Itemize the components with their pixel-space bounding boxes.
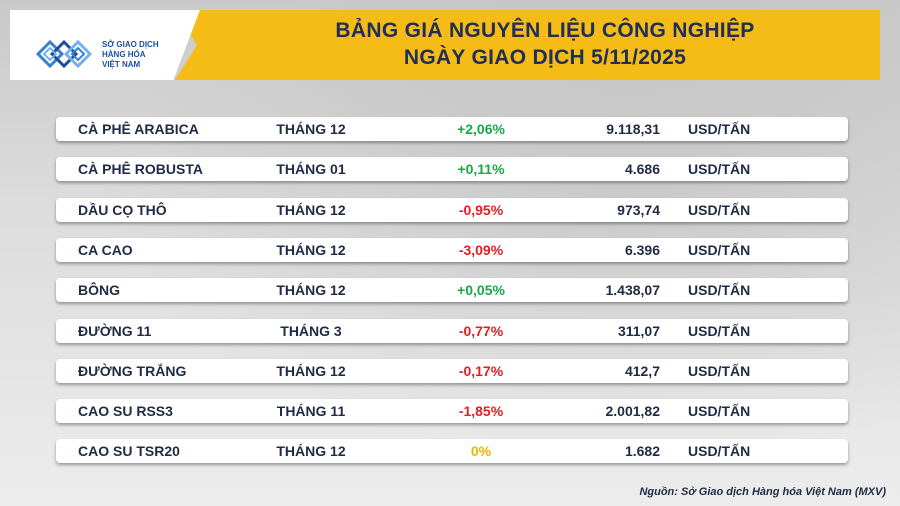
contract-month: THÁNG 12 <box>276 443 346 460</box>
title-line-2: NGÀY GIAO DỊCH 5/11/2025 <box>403 46 687 69</box>
contract-month: THÁNG 12 <box>276 121 346 137</box>
header: SỞ GIAO DỊCH HÀNG HÓA VIỆT NAM BẢNG GIÁ … <box>0 0 900 82</box>
source-note: Nguồn: Sở Giao dịch Hàng hóa Việt Nam (M… <box>639 486 886 498</box>
logo-box: SỞ GIAO DỊCH HÀNG HÓA VIỆT NAM <box>10 10 200 80</box>
price-value: 9.118,31 <box>606 121 660 137</box>
price-unit: USD/TẤN <box>688 443 751 460</box>
price-change: +2,06% <box>457 121 505 137</box>
contract-month: THÁNG 01 <box>276 161 346 178</box>
contract-month: THÁNG 12 <box>276 201 346 218</box>
price-unit: USD/TẤN <box>688 403 751 420</box>
price-unit: USD/TẤN <box>688 322 751 339</box>
commodity-name: BÔNG <box>78 282 120 299</box>
commodity-name: CA CAO <box>78 241 133 258</box>
price-value: 6.396 <box>624 241 660 258</box>
table-row: ĐƯỜNG 11 THÁNG 3 -0,77% 311,07 USD/TẤN <box>56 318 848 343</box>
commodity-name: CAO SU TSR20 <box>78 443 180 460</box>
contract-month: THÁNG 12 <box>276 362 346 379</box>
contract-month: THÁNG 12 <box>276 282 346 299</box>
table-row: ĐƯỜNG TRẮNG THÁNG 12 -0,17% 412,7 USD/TẤN <box>56 358 848 383</box>
table-row: BÔNG THÁNG 12 +0,05% 1.438,07 USD/TẤN <box>56 278 848 303</box>
price-value: 412,7 <box>624 362 660 379</box>
logo-text-line: VIỆT NAM <box>102 60 141 69</box>
table-row: CAO SU TSR20 THÁNG 12 0% 1.682 USD/TẤN <box>56 439 848 464</box>
price-unit: USD/TẤN <box>688 362 751 379</box>
commodity-name: CÀ PHÊ ROBUSTA <box>78 161 203 178</box>
contract-month: THÁNG 3 <box>280 322 342 339</box>
commodity-name: DẦU CỌ THÔ <box>78 201 167 218</box>
price-value: 973,74 <box>617 201 660 218</box>
price-unit: USD/TẤN <box>688 201 751 218</box>
price-change: -3,09% <box>458 241 504 258</box>
page-title: BẢNG GIÁ NGUYÊN LIỆU CÔNG NGHIỆP NGÀY GI… <box>200 17 890 71</box>
price-change: -0,95% <box>458 201 504 218</box>
price-unit: USD/TẤN <box>688 241 751 258</box>
price-unit: USD/TẤN <box>688 121 751 137</box>
price-change: 0% <box>470 443 492 460</box>
price-unit: USD/TẤN <box>688 161 751 178</box>
table-row: CA CAO THÁNG 12 -3,09% 6.396 USD/TẤN <box>56 237 848 262</box>
price-change: -1,85% <box>458 403 504 420</box>
logo-text-line: SỞ GIAO DỊCH <box>102 40 159 49</box>
logo-text-line: HÀNG HÓA <box>102 50 146 59</box>
price-change: -0,17% <box>458 362 504 379</box>
price-value: 2.001,82 <box>605 403 661 420</box>
contract-month: THÁNG 11 <box>276 403 346 420</box>
price-change: +0,05% <box>457 282 505 299</box>
header-title-band <box>175 10 880 80</box>
table-row: CÀ PHÊ ROBUSTA THÁNG 01 +0,11% 4.686 USD/TẤN <box>56 157 848 182</box>
commodity-name: CÀ PHÊ ARABICA <box>78 121 199 137</box>
price-value: 1.682 <box>624 443 660 460</box>
commodity-name: CAO SU RSS3 <box>78 403 173 420</box>
price-value: 311,07 <box>617 322 660 339</box>
price-unit: USD/TẤN <box>688 282 751 299</box>
table-row: CÀ PHÊ ARABICA THÁNG 12 +2,06% 9.118,31 USD/… <box>56 117 848 141</box>
commodity-name: ĐƯỜNG 11 <box>78 322 152 339</box>
table-row: CAO SU RSS3 THÁNG 11 -1,85% 2.001,82 USD/TẤN <box>56 399 848 424</box>
logo-text: SỞ GIAO DỊCH HÀNG HÓA VIỆT NAM <box>102 40 192 70</box>
table-row: DẦU CỌ THÔ THÁNG 12 -0,95% 973,74 USD/TẤN <box>56 197 848 222</box>
contract-month: THÁNG 12 <box>276 241 346 258</box>
price-value: 4.686 <box>624 161 660 178</box>
price-value: 1.438,07 <box>605 282 661 299</box>
price-change: -0,77% <box>458 322 504 339</box>
price-change: +0,11% <box>457 161 505 178</box>
title-line-1: BẢNG GIÁ NGUYÊN LIỆU CÔNG NGHIỆP <box>335 19 755 42</box>
commodity-name: ĐƯỜNG TRẮNG <box>78 362 187 379</box>
mxv-logo-icon <box>35 39 93 69</box>
